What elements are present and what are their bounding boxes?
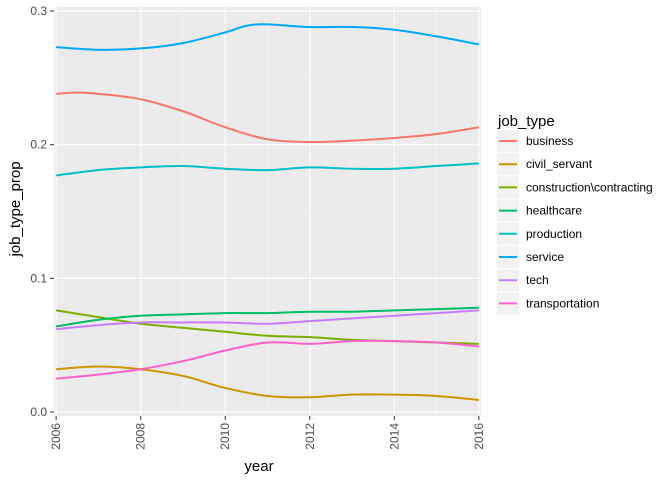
y-tick-label: 0.0 — [30, 405, 47, 419]
x-axis-ticks: 2006 2008 2010 2012 2014 2016 — [49, 416, 486, 450]
legend-item: healthcare — [497, 199, 582, 222]
x-tick-label: 2016 — [472, 423, 486, 450]
y-tick-label: 0.3 — [30, 4, 47, 18]
series-lines — [55, 23, 480, 401]
y-axis-title: job_type_prop — [7, 161, 24, 257]
x-tick-label: 2008 — [134, 423, 148, 450]
legend-item: tech — [497, 269, 549, 292]
legend-item: construction\contracting — [497, 176, 653, 199]
x-tick-label: 2010 — [218, 423, 232, 450]
legend-item: service — [497, 246, 564, 268]
series-line-4 — [55, 162, 479, 177]
legend-label: business — [526, 134, 573, 148]
x-axis-title: year — [244, 458, 273, 475]
series-line-0 — [56, 91, 480, 144]
legend-label: production — [526, 227, 582, 241]
x-tick-label: 2014 — [387, 423, 401, 450]
series-line-3 — [55, 306, 479, 328]
major-gridlines — [54, 7, 481, 416]
legend-label: construction\contracting — [526, 180, 653, 194]
legend-label: transportation — [526, 296, 599, 310]
x-tick-label: 2006 — [49, 423, 63, 450]
legend-label: service — [526, 250, 564, 264]
legend-label: tech — [526, 273, 549, 287]
x-tick-label: 2012 — [303, 423, 317, 450]
y-tick-label: 0.1 — [30, 271, 47, 285]
legend-item: transportation — [497, 292, 599, 315]
y-axis-ticks: 0.0 0.1 0.2 0.3 — [30, 4, 54, 419]
series-line-5 — [56, 23, 480, 51]
minor-gridlines — [54, 7, 481, 416]
legend-label: civil_servant — [526, 157, 593, 171]
legend: job_type business civil_servant constructi… — [497, 113, 653, 315]
series-line-6 — [56, 309, 479, 331]
legend-items: business civil_servant construction\contra… — [497, 130, 653, 315]
series-line-1 — [56, 365, 479, 401]
legend-item: business — [497, 130, 573, 152]
y-tick-label: 0.2 — [30, 138, 47, 152]
series-line-7 — [56, 339, 479, 380]
legend-item: civil_servant — [497, 153, 593, 176]
legend-title: job_type — [497, 113, 555, 130]
legend-label: healthcare — [526, 204, 582, 218]
legend-item: production — [497, 222, 582, 245]
